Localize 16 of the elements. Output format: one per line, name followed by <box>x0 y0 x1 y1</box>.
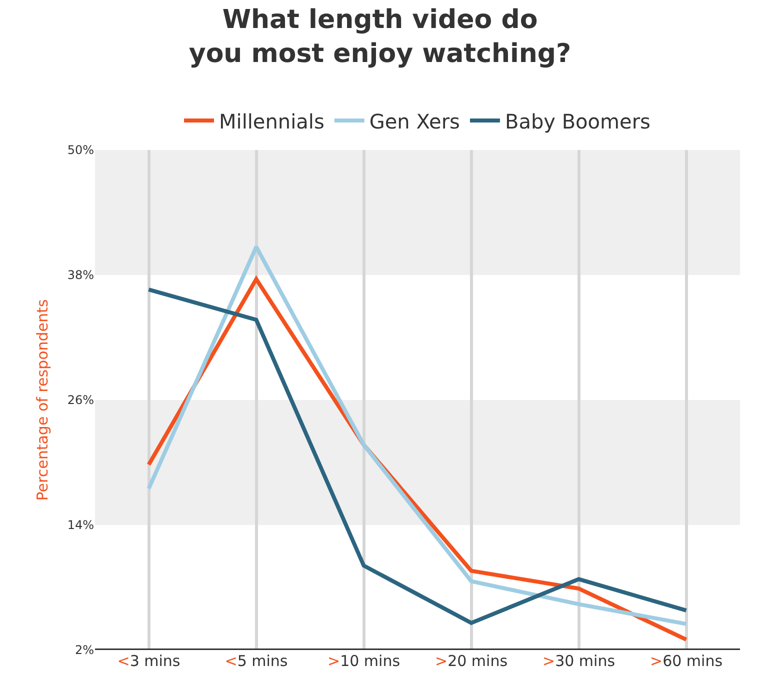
legend-label: Baby Boomers <box>504 109 650 134</box>
x-tick-label: >60 mins <box>650 652 723 670</box>
y-tick-label: 38% <box>67 268 94 282</box>
legend-label: Gen Xers <box>369 109 460 134</box>
y-tick-label: 26% <box>67 393 94 408</box>
legend-label: Millennials <box>219 109 324 134</box>
y-tick-label: 14% <box>67 518 94 532</box>
x-tick-label: <3 mins <box>117 652 180 670</box>
x-tick-label: >10 mins <box>327 652 400 670</box>
x-tick-label: >20 mins <box>434 652 508 670</box>
x-tick-label: <5 mins <box>224 652 288 670</box>
x-tick-label: >30 mins <box>542 652 616 670</box>
chart-title: What length video do you most enjoy watching? <box>188 5 572 69</box>
y-tick-label: 2% <box>74 643 94 658</box>
y-tick-label: 50% <box>67 143 94 158</box>
y-axis-title: Percentage of respondents <box>34 299 52 501</box>
